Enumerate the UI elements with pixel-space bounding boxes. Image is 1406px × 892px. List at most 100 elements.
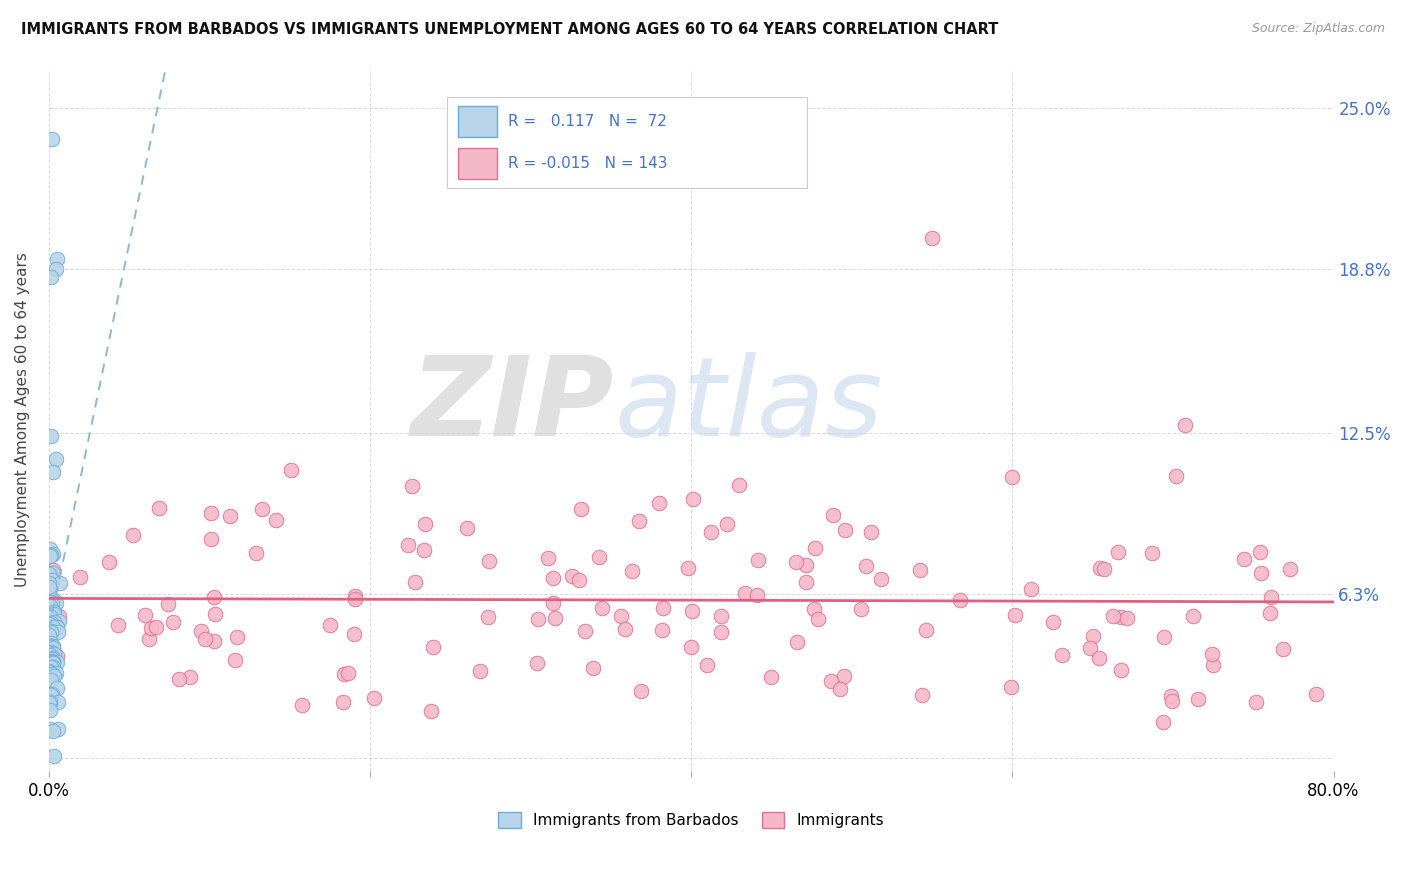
Point [167,672,190,686]
Point [45,452,67,467]
Point [834,524,856,538]
Point [681,604,703,618]
Point [280,463,302,477]
Point [716,517,738,532]
Point [38,656,60,670]
Point [39,695,62,709]
Point [45,681,67,695]
Text: ZIP: ZIP [411,352,614,459]
Point [526,612,548,626]
Point [1109,609,1132,624]
Point [1102,609,1125,624]
Point [38,665,60,679]
Point [41,640,63,655]
Point [48,608,70,623]
Point [48,615,70,629]
Point [1042,615,1064,630]
Point [710,608,733,623]
Point [1116,611,1139,625]
Point [44,615,66,630]
Point [194,632,217,646]
Point [820,674,842,689]
Point [541,596,564,610]
Point [42,620,65,634]
Point [1164,468,1187,483]
Point [734,586,756,600]
Point [807,612,830,626]
Point [648,496,671,510]
Point [39,541,62,556]
Point [1260,590,1282,604]
Point [1142,546,1164,560]
Point [39,645,62,659]
Point [336,666,359,681]
Point [591,601,613,615]
Point [1271,641,1294,656]
Point [1173,418,1195,433]
Point [915,624,938,638]
Point [1202,657,1225,672]
Point [39,639,62,653]
Point [344,589,367,603]
Point [1109,663,1132,677]
Point [226,630,249,644]
Point [41,269,63,284]
Point [46,723,69,737]
Point [41,429,63,443]
Point [333,666,356,681]
Point [39,673,62,687]
Point [396,538,419,552]
Point [1249,545,1271,559]
Point [39,595,62,609]
Point [849,602,872,616]
Point [46,624,69,639]
Point [627,514,650,528]
Point [200,507,222,521]
Point [39,640,62,655]
Point [38,566,60,581]
Point [1233,551,1256,566]
Point [1160,689,1182,703]
Point [794,575,817,590]
Point [41,688,63,702]
Point [264,513,287,527]
Point [630,684,652,698]
Point [700,524,723,539]
Point [38,687,60,701]
Point [1244,695,1267,709]
Point [682,492,704,507]
Point [785,555,807,569]
Point [678,560,700,574]
Point [710,625,733,640]
Point [42,660,65,674]
Point [45,648,67,663]
Point [908,563,931,577]
Point [98,555,121,569]
Point [38,616,60,631]
Point [39,688,62,702]
Point [107,617,129,632]
Point [582,661,605,675]
Point [42,669,65,683]
Point [39,654,62,668]
Point [343,627,366,641]
Point [401,478,423,492]
Point [651,623,673,637]
Point [921,231,943,245]
Point [855,559,877,574]
Point [696,658,718,673]
Point [204,607,226,622]
Point [291,698,314,712]
Point [1250,566,1272,581]
Point [42,656,65,670]
Point [536,551,558,566]
Point [41,566,63,581]
Legend: Immigrants from Barbados, Immigrants: Immigrants from Barbados, Immigrants [492,805,890,834]
Point [319,617,342,632]
Point [38,576,60,591]
Point [561,569,583,583]
Point [1201,648,1223,662]
Point [363,691,385,706]
Point [145,620,167,634]
Point [45,252,67,266]
